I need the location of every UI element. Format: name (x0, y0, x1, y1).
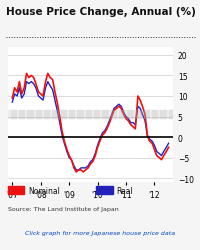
FancyArrow shape (96, 186, 112, 195)
Text: Real: Real (116, 186, 133, 195)
Text: Nominal: Nominal (28, 186, 60, 195)
Text: House Price Change, Annual (%): House Price Change, Annual (%) (6, 7, 195, 17)
Text: Click graph for more Japanese house price data: Click graph for more Japanese house pric… (25, 230, 175, 235)
FancyArrow shape (8, 186, 24, 195)
Text: Source: The Land Institute of Japan: Source: The Land Institute of Japan (8, 206, 118, 211)
